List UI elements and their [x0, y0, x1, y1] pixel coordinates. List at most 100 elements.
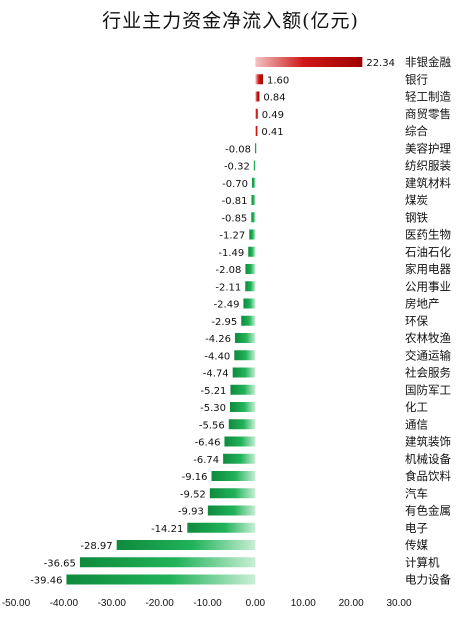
bar [187, 522, 256, 533]
bar [234, 333, 256, 343]
data-label: -39.46 [30, 576, 62, 587]
data-label: -9.52 [180, 489, 206, 500]
category-label: 商贸零售 [405, 107, 451, 121]
chart-title: 行业主力资金净流入额(亿元) [102, 10, 359, 32]
data-label: 22.34 [366, 58, 395, 69]
x-tick-label: -10.00 [193, 598, 222, 609]
data-label: -4.74 [203, 369, 229, 380]
data-label: -0.85 [221, 213, 247, 224]
bar [253, 160, 256, 171]
category-label: 煤炭 [405, 193, 428, 207]
data-label: -1.49 [218, 248, 244, 259]
category-label: 医药生物 [405, 228, 451, 242]
bar [255, 74, 264, 85]
category-label: 计算机 [405, 555, 440, 569]
category-label: 有色金属 [405, 504, 451, 518]
bar [251, 212, 256, 223]
category-label: 交通运输 [405, 348, 451, 362]
category-label: 纺织服装 [405, 159, 451, 173]
category-label: 建筑装饰 [405, 435, 451, 449]
category-label: 轻工制造 [405, 90, 451, 104]
bar [255, 57, 363, 67]
bar [209, 488, 256, 499]
bar [232, 367, 256, 378]
data-label: -4.40 [204, 351, 230, 362]
data-label: 0.49 [262, 110, 284, 121]
category-label: 电子 [405, 521, 428, 535]
data-label: -5.21 [201, 386, 227, 397]
data-label: -4.26 [205, 334, 231, 345]
bar [230, 384, 256, 395]
category-label: 通信 [405, 417, 428, 431]
data-label: -14.21 [151, 524, 183, 535]
bar [234, 350, 256, 361]
bar [207, 505, 256, 516]
x-tick-label: -40.00 [50, 598, 79, 609]
x-tick-label: -20.00 [145, 598, 174, 609]
x-tick-label: 30.00 [386, 598, 411, 609]
category-label: 石油石化 [405, 245, 451, 259]
x-tick-label: 0.00 [246, 598, 266, 609]
data-label: -0.81 [222, 196, 248, 207]
category-label: 机械设备 [405, 452, 451, 466]
x-tick-label: 20.00 [339, 598, 364, 609]
data-label: -0.08 [225, 144, 251, 155]
category-label: 汽车 [405, 486, 428, 500]
category-label: 农林牧渔 [405, 331, 451, 345]
bar [116, 540, 256, 550]
category-label: 社会服务 [405, 366, 451, 380]
category-label: 钢铁 [405, 210, 428, 224]
bar [228, 419, 256, 430]
data-label: 0.84 [263, 93, 285, 104]
data-label: -9.16 [182, 472, 208, 483]
data-label: -2.11 [215, 282, 241, 293]
bar [230, 402, 256, 412]
x-axis: -50.00 -40.00 -30.00 -20.00 -10.00 0.00 10.00 2… [2, 598, 412, 609]
data-label: -1.27 [219, 231, 245, 242]
data-label: -6.46 [195, 438, 221, 449]
data-label: 1.60 [267, 75, 289, 86]
bar [255, 108, 258, 119]
bar [211, 471, 256, 481]
data-label: -5.56 [199, 420, 225, 431]
bar [254, 143, 257, 154]
category-label: 国防军工 [405, 383, 451, 397]
bar [252, 177, 256, 188]
data-label: -2.08 [216, 265, 242, 276]
data-label: -0.70 [222, 179, 248, 190]
category-label: 环保 [405, 314, 428, 328]
bar [245, 281, 256, 292]
bar [66, 574, 256, 585]
bar [224, 436, 256, 447]
category-label: 食品饮料 [405, 469, 451, 483]
category-label: 家用电器 [405, 262, 451, 276]
category-label: 银行 [405, 72, 428, 86]
data-label: -6.74 [193, 455, 219, 466]
category-label: 传媒 [405, 538, 428, 552]
category-label: 电力设备 [405, 573, 451, 587]
bar [255, 91, 260, 102]
bar [249, 229, 256, 240]
data-label: -2.49 [214, 300, 240, 311]
labels-layer: 22.34 非银金融 1.60 银行 0.84 轻工制造 0.49 商贸零售 0.41 综合 -0.… [30, 55, 451, 587]
bar [79, 557, 256, 568]
x-tick-label: 10.00 [291, 598, 316, 609]
category-label: 建筑材料 [405, 176, 451, 190]
data-label: 0.41 [261, 127, 283, 138]
data-label: -2.95 [211, 317, 237, 328]
data-label: -5.30 [200, 403, 226, 414]
bar [243, 298, 256, 309]
data-label: -36.65 [44, 558, 76, 569]
x-tick-label: -30.00 [98, 598, 127, 609]
category-label: 非银金融 [405, 55, 451, 69]
data-label: -0.32 [224, 162, 250, 173]
bar [248, 246, 256, 257]
bar [223, 453, 256, 464]
bar [255, 126, 258, 136]
bar [241, 315, 256, 326]
category-label: 综合 [405, 124, 428, 138]
data-label: -28.97 [80, 541, 112, 552]
bars-layer [66, 57, 363, 585]
category-label: 公用事业 [405, 279, 451, 293]
category-label: 美容护理 [405, 141, 451, 155]
